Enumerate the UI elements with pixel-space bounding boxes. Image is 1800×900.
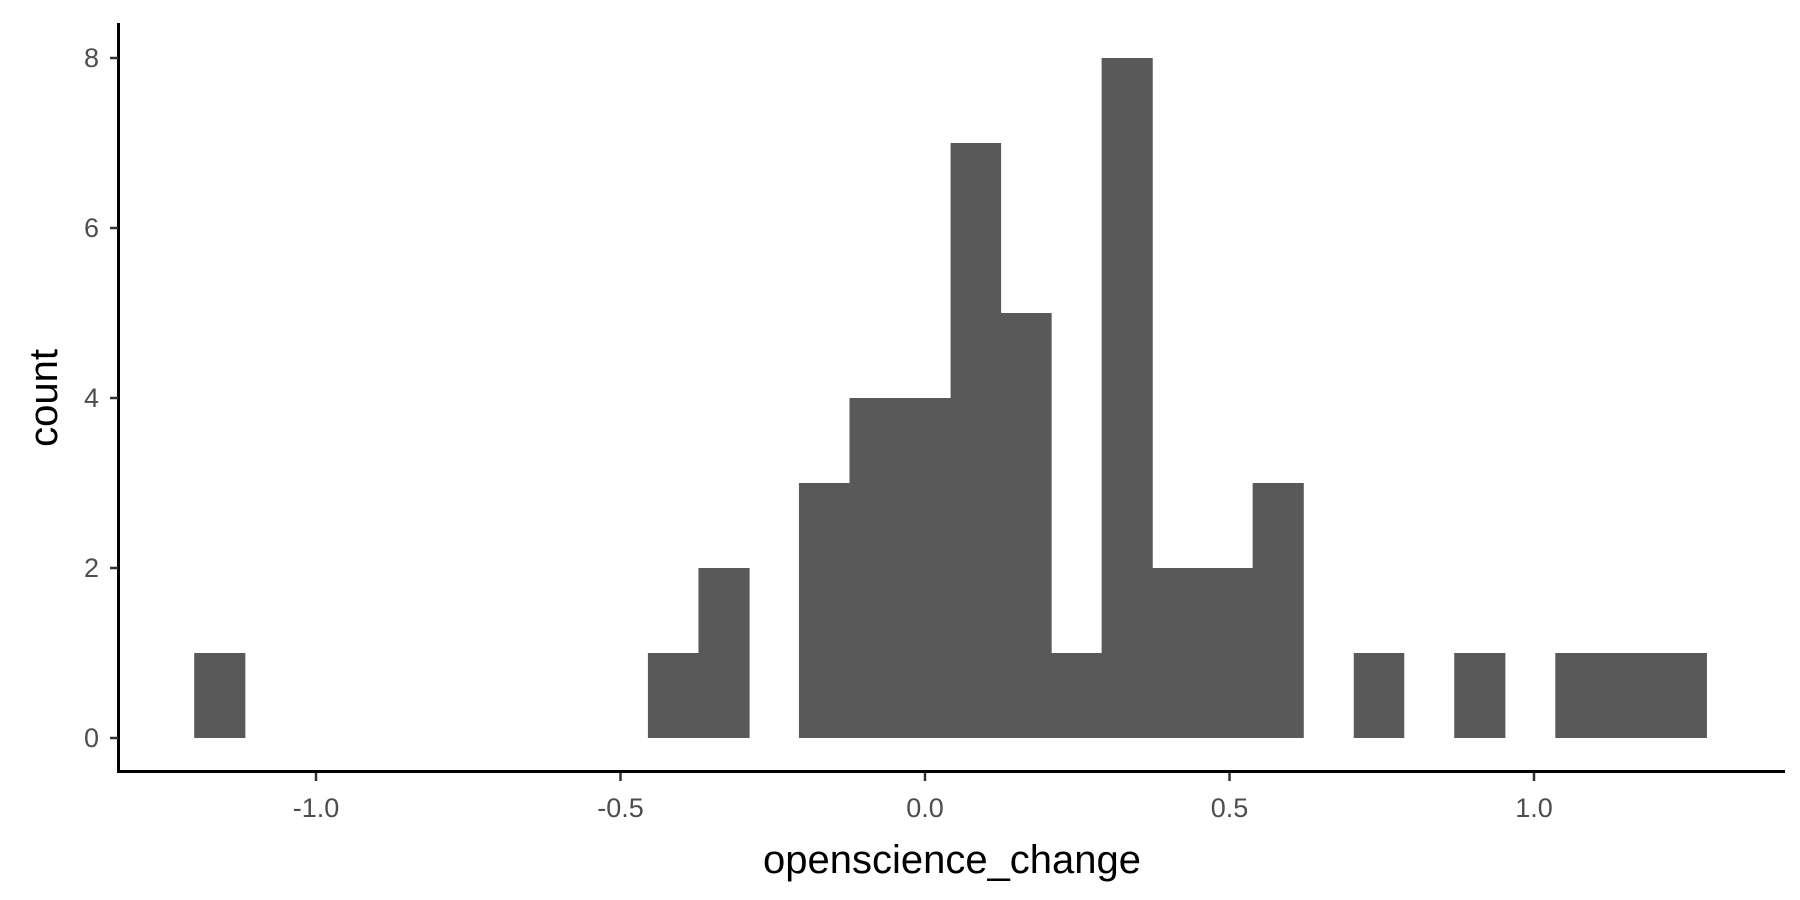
histogram-bar <box>849 398 901 738</box>
histogram-bar <box>1655 653 1707 738</box>
y-tick-label: 8 <box>84 43 99 73</box>
x-tick-label: 1.0 <box>1515 793 1553 823</box>
histogram-bar <box>1051 653 1103 738</box>
x-tick-label: -0.5 <box>597 793 644 823</box>
x-tick-label: 0.0 <box>906 793 944 823</box>
histogram-bar <box>1000 313 1052 738</box>
y-axis-ticks: 0 2 4 6 8 <box>84 43 118 753</box>
y-tick-label: 0 <box>84 723 99 753</box>
histogram-bar <box>798 483 851 738</box>
x-tick-label: -1.0 <box>293 793 340 823</box>
y-tick-label: 4 <box>84 383 99 413</box>
histogram-bar <box>194 653 246 738</box>
y-axis-title: count <box>22 349 66 447</box>
histogram-bar <box>1353 653 1405 738</box>
histogram-bar <box>1252 483 1304 738</box>
histogram-bar <box>1555 653 1606 738</box>
histogram-bar <box>1101 58 1153 738</box>
histogram-bar <box>1202 568 1254 738</box>
histogram-bar <box>1454 653 1506 738</box>
histogram-bar <box>950 143 1002 738</box>
histogram-bar <box>1605 653 1657 738</box>
y-tick-label: 6 <box>84 213 99 243</box>
histogram-bars <box>194 58 1707 738</box>
histogram-bar <box>698 568 750 738</box>
histogram-bar <box>900 398 952 738</box>
x-tick-label: 0.5 <box>1211 793 1249 823</box>
y-tick-label: 2 <box>84 553 99 583</box>
histogram-bar <box>1152 568 1203 738</box>
x-axis-ticks: -1.0 -0.5 0.0 0.5 1.0 <box>293 773 1553 823</box>
x-axis-title: openscience_change <box>763 838 1141 882</box>
histogram-bar <box>647 653 700 738</box>
